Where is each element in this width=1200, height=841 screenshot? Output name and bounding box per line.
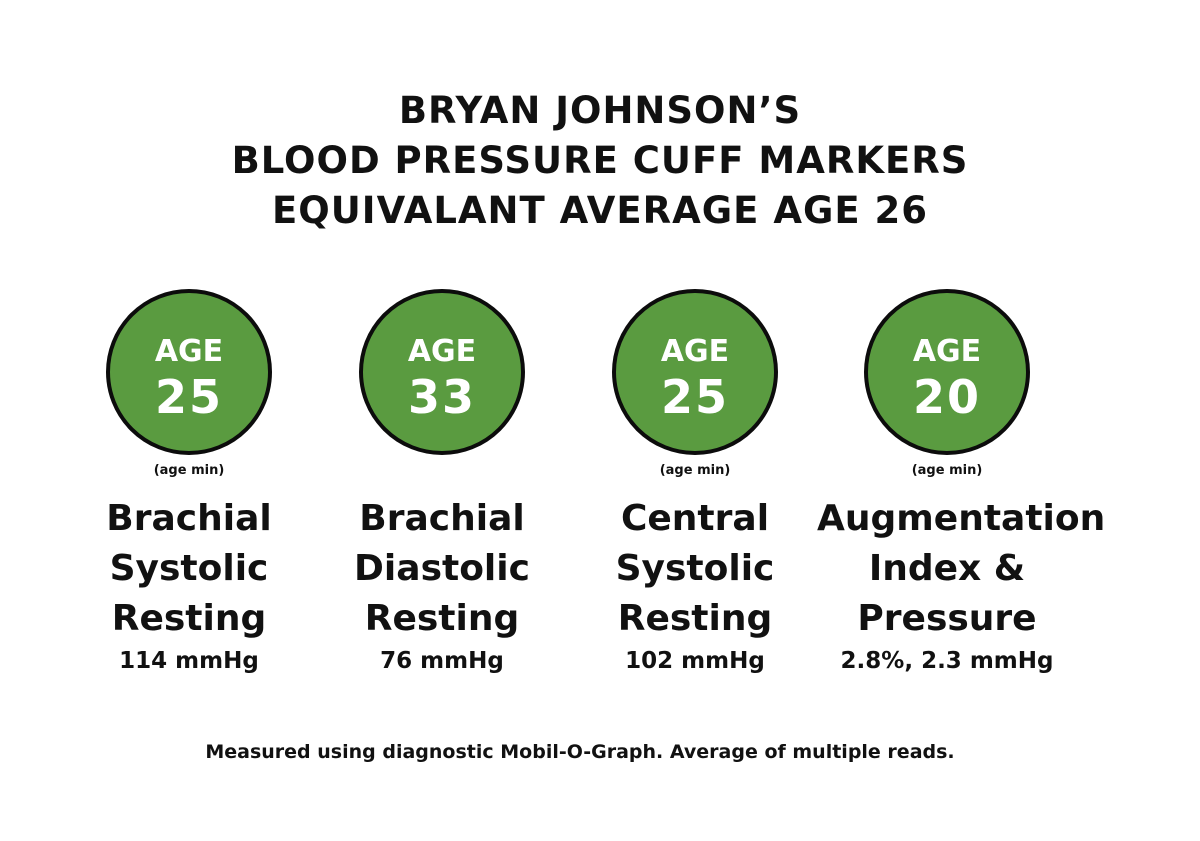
marker-name-line-2: Systolic: [109, 548, 269, 589]
marker-name-line-1: Augmentation: [817, 498, 1106, 539]
age-badge-value: 25: [154, 370, 223, 424]
age-badge-label: AGE: [912, 334, 982, 369]
age-badge-label: AGE: [660, 334, 730, 369]
marker-brachial-systolic: AGE 25 (age min) Brachial Systolic Resti…: [59, 289, 319, 676]
age-badge-value: 25: [660, 370, 729, 424]
age-badge-label: AGE: [407, 334, 477, 369]
footnote: Measured using diagnostic Mobil-O-Graph.…: [205, 741, 955, 763]
age-note: (age min): [153, 463, 225, 478]
age-badge-value: 20: [912, 370, 981, 424]
title-line-1: BRYAN JOHNSON’S: [398, 89, 802, 132]
marker-name-line-2: Diastolic: [354, 548, 530, 589]
marker-name-line-3: Resting: [111, 598, 267, 639]
age-badge: AGE 25: [106, 289, 272, 455]
marker-augmentation-index: AGE 20 (age min) Augmentation Index & Pr…: [817, 289, 1106, 676]
marker-reading: 114 mmHg: [119, 648, 259, 674]
marker-name-line-1: Central: [620, 498, 770, 539]
age-note: (age min): [911, 463, 983, 478]
marker-name: Brachial Diastolic Resting: [312, 494, 572, 644]
marker-name-line-3: Resting: [617, 598, 773, 639]
marker-name-line-3: Resting: [364, 598, 520, 639]
marker-name-line-2: Index &: [868, 548, 1026, 589]
age-note: [312, 460, 572, 482]
marker-central-systolic: AGE 25 (age min) Central Systolic Restin…: [565, 289, 825, 676]
age-note: (age min): [659, 463, 731, 478]
age-badge: AGE 20: [864, 289, 1030, 455]
title-line-3: EQUIVALANT AVERAGE AGE 26: [272, 189, 928, 232]
marker-name-line-1: Brachial: [359, 498, 525, 539]
marker-reading: 102 mmHg: [625, 648, 765, 674]
marker-name-line-3: Pressure: [857, 598, 1037, 639]
title-line-2: BLOOD PRESSURE CUFF MARKERS: [231, 139, 969, 182]
marker-name-line-2: Systolic: [615, 548, 775, 589]
marker-reading: 76 mmHg: [380, 648, 504, 674]
marker-name: Augmentation Index & Pressure: [817, 494, 1106, 644]
marker-reading: 2.8%, 2.3 mmHg: [840, 648, 1054, 674]
age-badge: AGE 25: [612, 289, 778, 455]
marker-name-line-1: Brachial: [106, 498, 272, 539]
marker-name: Brachial Systolic Resting: [59, 494, 319, 644]
page-title: BRYAN JOHNSON’S BLOOD PRESSURE CUFF MARK…: [0, 86, 1200, 236]
marker-brachial-diastolic: AGE 33 Brachial Diastolic Resting 76 mmH…: [312, 289, 572, 676]
age-badge-label: AGE: [154, 334, 224, 369]
age-badge-value: 33: [407, 370, 476, 424]
marker-name: Central Systolic Resting: [565, 494, 825, 644]
age-badge: AGE 33: [359, 289, 525, 455]
